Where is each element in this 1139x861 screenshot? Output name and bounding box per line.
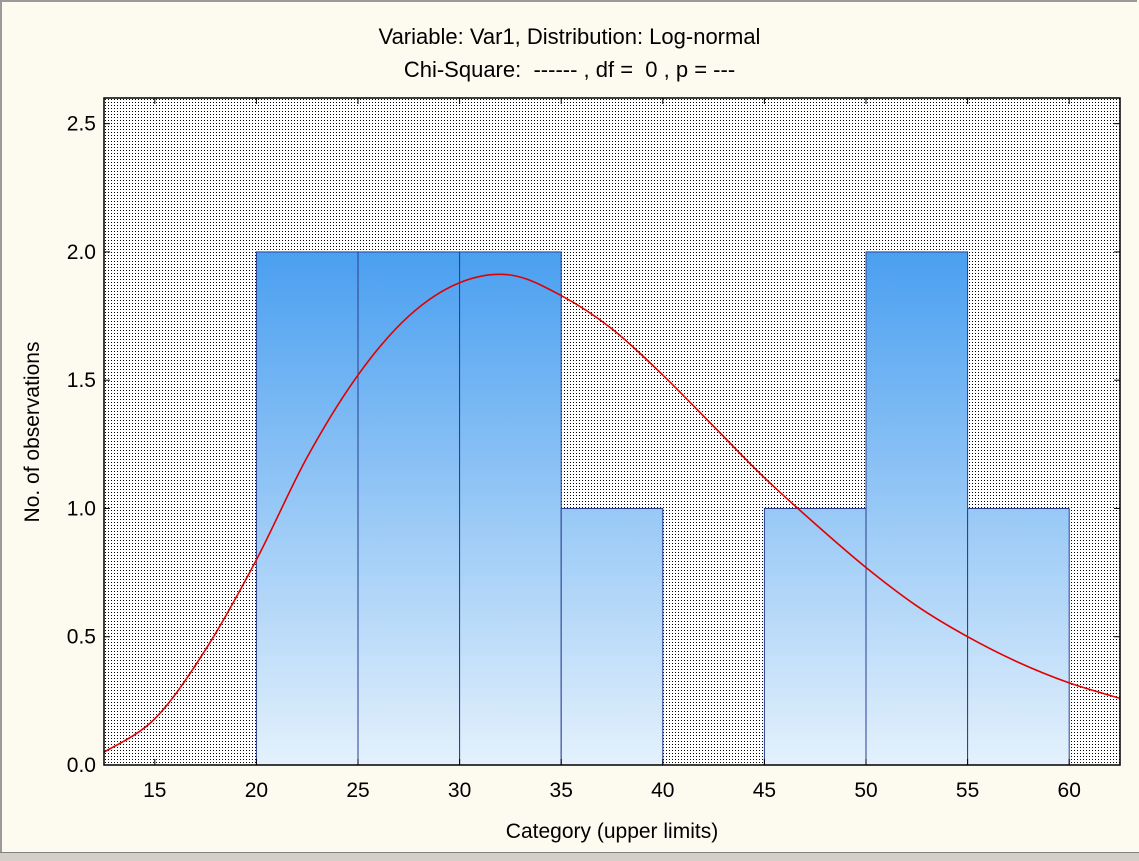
window-status-strip: [0, 852, 1139, 861]
x-tick-label: 40: [651, 779, 674, 802]
x-tick-label: 55: [956, 779, 979, 802]
plot-frame: [103, 97, 1121, 766]
x-tick-label: 60: [1058, 779, 1081, 802]
y-tick-label: 2.5: [67, 113, 96, 136]
y-tick-label: 1.0: [67, 497, 96, 520]
histogram-bar-35-40: [560, 507, 664, 766]
y-axis-label: No. of observations: [21, 341, 44, 523]
histogram-bar-25-30: [357, 251, 461, 766]
y-tick-label: 0.0: [67, 754, 96, 777]
x-tick-label: 45: [753, 779, 776, 802]
histogram-bar-30-35: [459, 251, 562, 766]
x-tick-label: 25: [346, 779, 369, 802]
histogram-bar-50-55: [865, 251, 969, 766]
x-tick-label: 50: [854, 779, 877, 802]
x-tick-label: 20: [245, 779, 268, 802]
x-axis-label: Category (upper limits): [505, 820, 719, 843]
y-tick-label: 2.0: [67, 241, 96, 264]
y-tick-label: 0.5: [67, 626, 96, 649]
x-tick-label: 30: [448, 779, 471, 802]
chart-subtitle: Chi-Square: ------ , df = 0 , p = ---: [403, 57, 736, 82]
histogram-bar-55-60: [967, 507, 1070, 766]
x-tick-label: 35: [550, 779, 573, 802]
chart-title: Variable: Var1, Distribution: Log-normal: [378, 24, 761, 49]
histogram-bar-20-25: [255, 251, 359, 766]
lognormal-fit-curve: [104, 273, 1120, 753]
y-tick-label: 1.5: [67, 369, 96, 392]
histogram-bar-45-50: [763, 507, 867, 766]
x-tick-label: 15: [143, 779, 166, 802]
